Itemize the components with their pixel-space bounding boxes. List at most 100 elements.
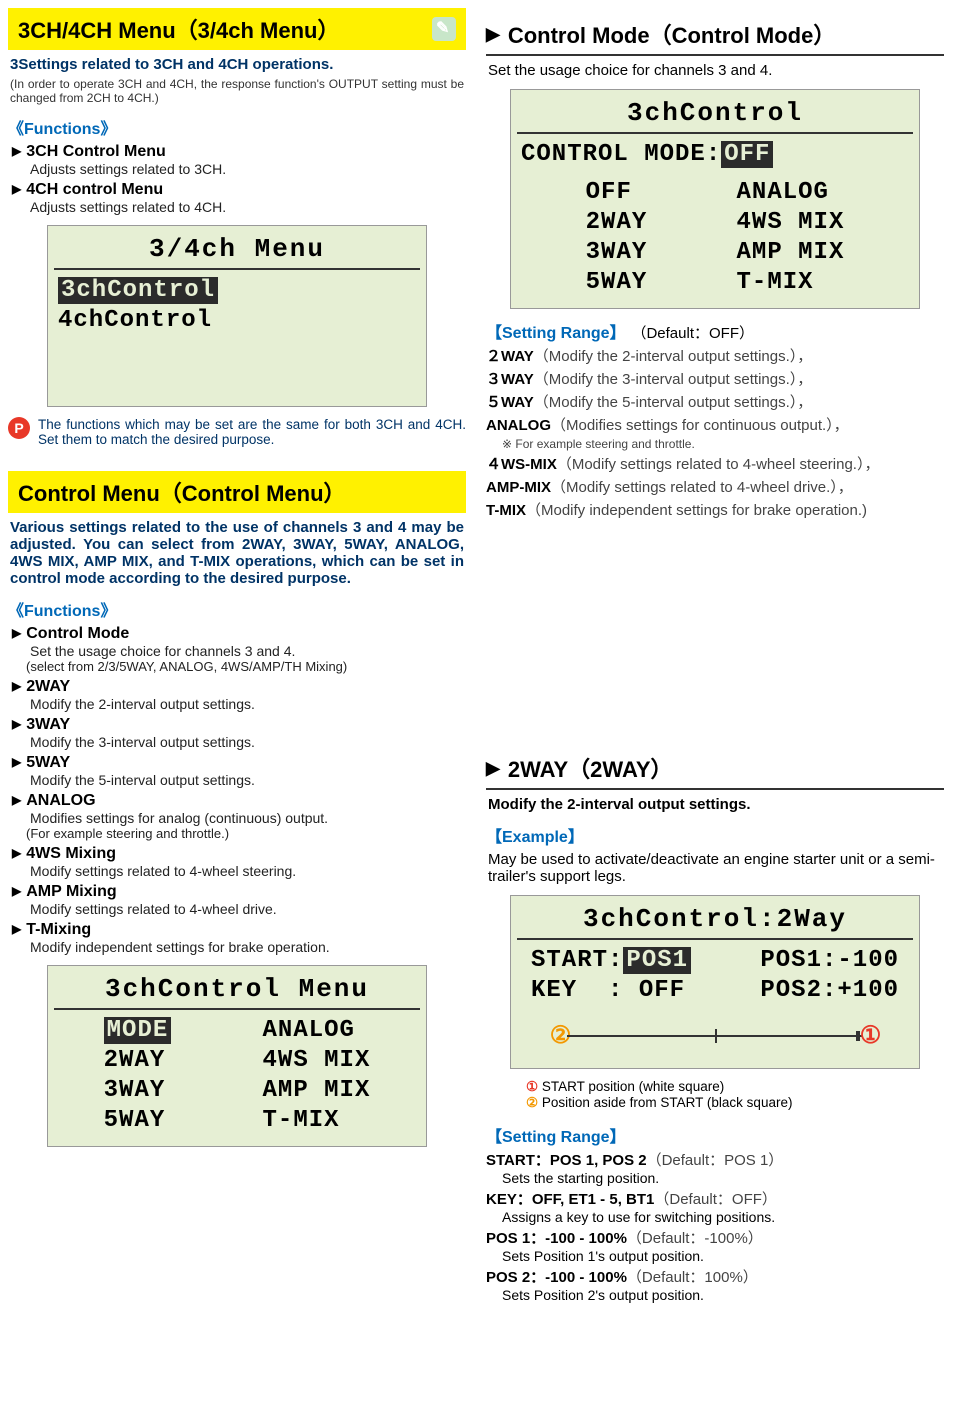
function-desc: Adjusts settings related to 4CH. <box>30 199 466 215</box>
lcd-option: T-MIX <box>263 1106 371 1136</box>
range-footnote: ※ For example steering and throttle. <box>502 437 944 451</box>
title-text: 2WAY（2WAY） <box>508 752 673 784</box>
title-text: Control Menu（Control Menu） <box>18 476 346 508</box>
lcd-option: 2WAY <box>104 1046 172 1076</box>
function-title: AMP Mixing <box>12 883 466 901</box>
range-item: KEY：OFF, ET1 - 5, BT1（Default：OFF） Assig… <box>486 1188 944 1225</box>
left-column: 3CH/4CH Menu（3/4ch Menu） 3Settings relat… <box>8 8 466 1305</box>
section-title-control-menu: Control Menu（Control Menu） <box>8 471 466 513</box>
function-title: 3WAY <box>12 716 466 734</box>
range-sub: Sets the starting position. <box>502 1170 944 1186</box>
function-title: 4CH control Menu <box>12 181 466 199</box>
range-item: ２WAY（Modify the 2-interval output settin… <box>486 345 944 366</box>
intro-note: (In order to operate 3CH and 4CH, the re… <box>10 77 464 105</box>
range-sub: Sets Position 1's output position. <box>502 1248 944 1264</box>
right-column: ▶ Control Mode（Control Mode） Set the usa… <box>486 8 944 1305</box>
lcd-control-mode: 3chControl CONTROL MODE:OFF OFF2WAY3WAY5… <box>510 89 920 309</box>
lcd-title: 3/4ch Menu <box>54 232 420 266</box>
function-title: 5WAY <box>12 754 466 772</box>
function-desc-sub: (For example steering and throttle.) <box>26 826 466 841</box>
legend-2: ② Position aside from START (black squar… <box>526 1095 944 1111</box>
lcd-option: 3WAY <box>586 238 648 268</box>
function-title: 4WS Mixing <box>12 845 466 863</box>
function-item: ANALOG Modifies settings for analog (con… <box>12 792 466 841</box>
function-item: 3WAY Modify the 3-interval output settin… <box>12 716 466 750</box>
title-text: 3CH/4CH Menu（3/4ch Menu） <box>18 13 340 45</box>
function-desc: Modifies settings for analog (continuous… <box>30 810 466 826</box>
functions-label: 《Functions》 <box>8 115 466 139</box>
triangle-icon: ▶ <box>486 24 500 45</box>
range-item: START：POS 1, POS 2（Default：POS 1） Sets t… <box>486 1149 944 1186</box>
title-text: Control Mode（Control Mode） <box>508 18 836 50</box>
lcd-option: 5WAY <box>586 268 648 298</box>
point-icon: P <box>8 417 30 439</box>
function-desc: Modify settings related to 4-wheel steer… <box>30 863 466 879</box>
function-title: 3CH Control Menu <box>12 143 466 161</box>
position-slider: ② ① <box>545 1022 885 1052</box>
point-text: The functions which may be set are the s… <box>38 417 466 447</box>
function-title: 2WAY <box>12 678 466 696</box>
intro-text: Various settings related to the use of c… <box>10 519 464 587</box>
point-tip: P The functions which may be set are the… <box>8 417 466 447</box>
legend-1: ① ① START position (white square)START p… <box>526 1079 944 1095</box>
lcd-title: 3chControl <box>517 96 913 130</box>
lcd-option: AMP MIX <box>737 238 845 268</box>
lcd-option: ANALOG <box>737 178 845 208</box>
lcd-option: ANALOG <box>263 1016 371 1046</box>
pencil-icon <box>432 17 456 41</box>
function-title: T-Mixing <box>12 921 466 939</box>
range-item: ３WAY（Modify the 3-interval output settin… <box>486 368 944 389</box>
function-desc: Modify the 5-interval output settings. <box>30 772 466 788</box>
lcd-row-selected: 3chControl <box>58 277 218 304</box>
marker-1-icon: ① <box>860 1021 883 1051</box>
example-label: 【Example】 <box>486 823 944 847</box>
range-item: AMP-MIX（Modify settings related to 4-whe… <box>486 476 944 497</box>
function-desc: Modify independent settings for brake op… <box>30 939 466 955</box>
function-desc: Adjusts settings related to 3CH. <box>30 161 466 177</box>
lcd-title: 3chControl:2Way <box>517 902 913 936</box>
lcd-option: T-MIX <box>737 268 845 298</box>
range-item: ANALOG（Modifies settings for continuous … <box>486 414 944 435</box>
range-item: T-MIX（Modify independent settings for br… <box>486 499 944 520</box>
example-text: May be used to activate/deactivate an en… <box>488 851 942 885</box>
function-item: 4CH control Menu Adjusts settings relate… <box>12 181 466 215</box>
function-item: T-Mixing Modify independent settings for… <box>12 921 466 955</box>
triangle-icon: ▶ <box>486 758 500 779</box>
lcd-34ch-menu: 3/4ch Menu 3chControl 4chControl <box>47 225 427 407</box>
subsection-2way: ▶ 2WAY（2WAY） <box>486 752 944 784</box>
desc-text: Set the usage choice for channels 3 and … <box>488 62 942 79</box>
subsection-control-mode: ▶ Control Mode（Control Mode） <box>486 18 944 50</box>
function-item: 4WS Mixing Modify settings related to 4-… <box>12 845 466 879</box>
range-item: POS 1：-100 - 100%（Default：-100%） Sets Po… <box>486 1227 944 1264</box>
range-sub: Sets Position 2's output position. <box>502 1287 944 1303</box>
function-desc: Modify settings related to 4-wheel drive… <box>30 901 466 917</box>
intro-text: 3Settings related to 3CH and 4CH operati… <box>10 56 464 73</box>
lcd-row: 4chControl <box>58 306 416 336</box>
lcd-title: 3chControl Menu <box>54 972 420 1006</box>
lcd-option: AMP MIX <box>263 1076 371 1106</box>
range-item: ４WS-MIX（Modify settings related to 4-whe… <box>486 453 944 474</box>
desc-text: Modify the 2-interval output settings. <box>488 796 942 813</box>
setting-range-label: 【Setting Range】 <box>486 325 626 342</box>
function-item: 3CH Control Menu Adjusts settings relate… <box>12 143 466 177</box>
function-item: 2WAY Modify the 2-interval output settin… <box>12 678 466 712</box>
lcd-option: 5WAY <box>104 1106 172 1136</box>
section-title-3ch4ch: 3CH/4CH Menu（3/4ch Menu） <box>8 8 466 50</box>
function-title: Control Mode <box>12 625 466 643</box>
lcd-control-menu: 3chControl Menu MODE2WAY3WAY5WAY ANALOG4… <box>47 965 427 1147</box>
function-title: ANALOG <box>12 792 466 810</box>
lcd-option: 4WS MIX <box>737 208 845 238</box>
function-desc-sub: (select from 2/3/5WAY, ANALOG, 4WS/AMP/T… <box>26 659 466 674</box>
lcd-option: MODE <box>104 1016 172 1046</box>
setting-range-label: 【Setting Range】 <box>486 1123 944 1147</box>
lcd-option: 4WS MIX <box>263 1046 371 1076</box>
range-item: ５WAY（Modify the 5-interval output settin… <box>486 391 944 412</box>
function-item: Control Mode Set the usage choice for ch… <box>12 625 466 674</box>
function-desc: Set the usage choice for channels 3 and … <box>30 643 466 659</box>
function-desc: Modify the 3-interval output settings. <box>30 734 466 750</box>
function-desc: Modify the 2-interval output settings. <box>30 696 466 712</box>
setting-range-default: （Default：OFF） <box>631 325 754 342</box>
function-item: AMP Mixing Modify settings related to 4-… <box>12 883 466 917</box>
lcd-option: OFF <box>586 178 648 208</box>
lcd-option: 2WAY <box>586 208 648 238</box>
